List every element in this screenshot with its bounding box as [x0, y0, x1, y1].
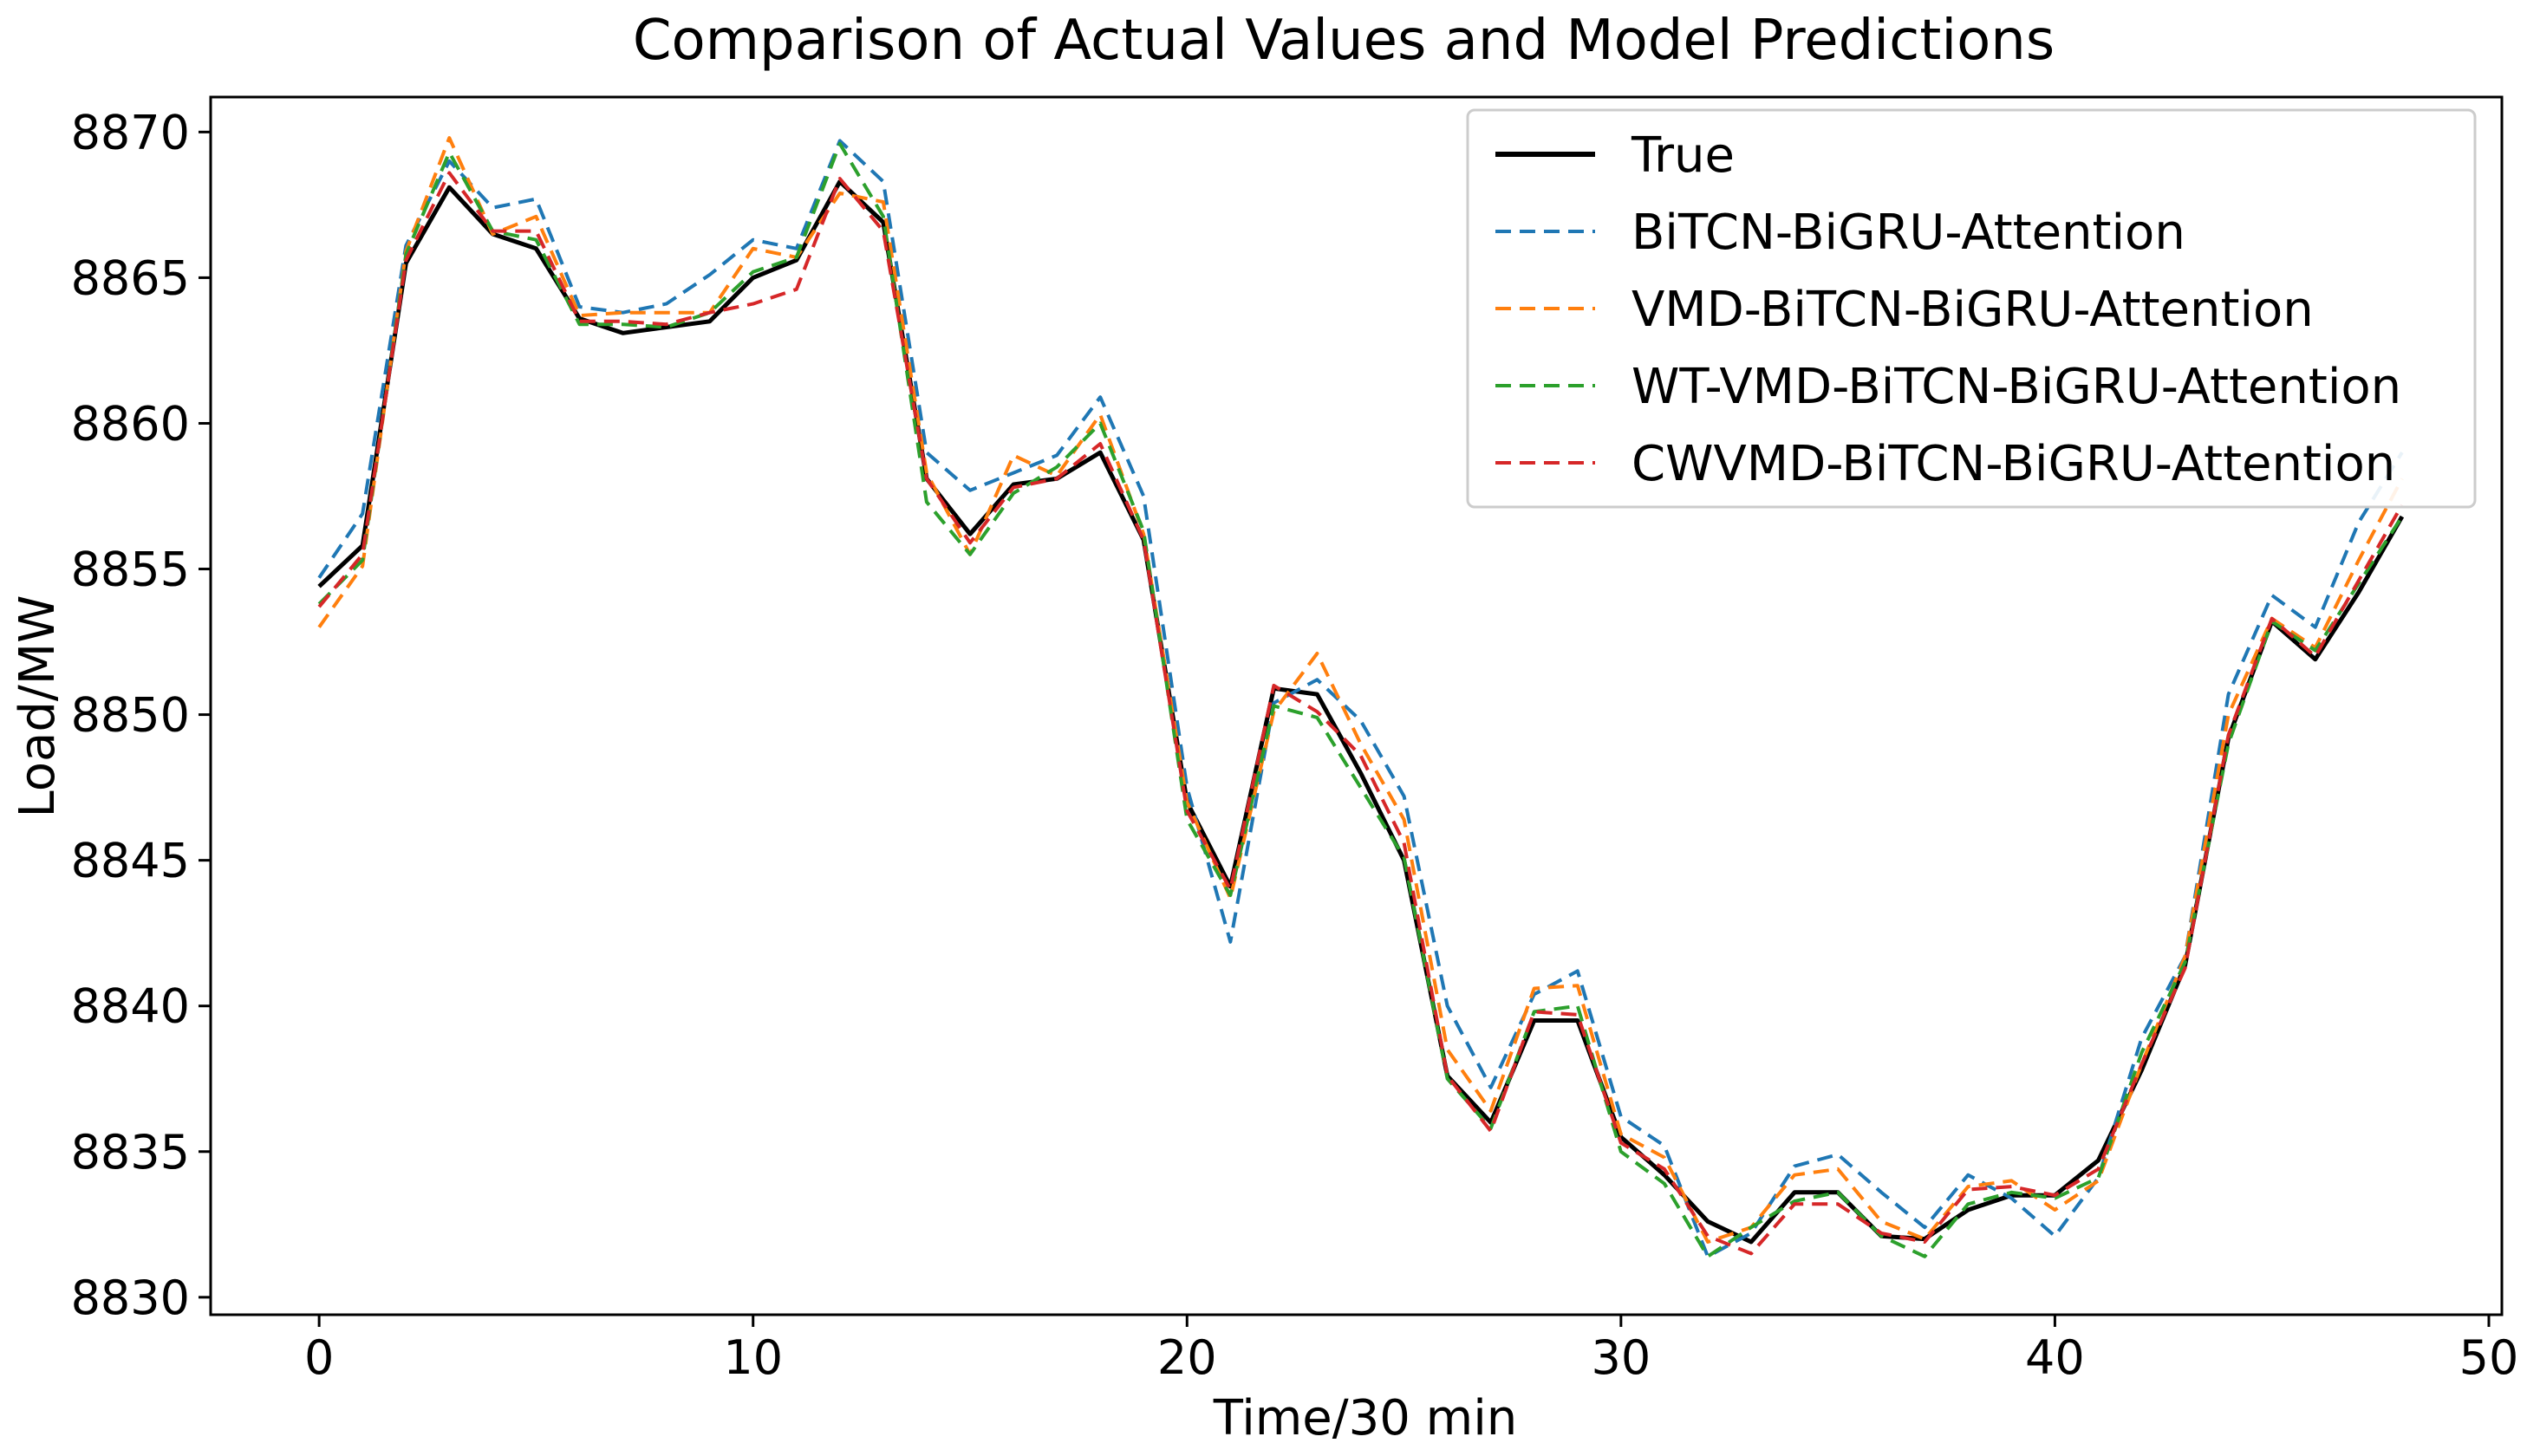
- series-line-cwvmd-bitcn-bigru-attention: [317, 171, 2404, 1256]
- y-tick-label: 8840: [71, 979, 190, 1034]
- y-tick-label: 8830: [71, 1271, 190, 1325]
- x-axis: 0 10 20 30 40 50: [304, 1315, 2518, 1385]
- series-line-bitcn-bigru-attention: [317, 139, 2404, 1258]
- x-tick-label: 30: [1591, 1330, 1651, 1385]
- series-group: [317, 136, 2405, 1258]
- x-axis-label: Time/30 min: [1213, 1390, 1518, 1446]
- series-line-wt-vmd-bitcn-bigru-attention: [317, 141, 2404, 1258]
- legend-label: CWVMD-BiTCN-BiGRU-Attention: [1631, 436, 2395, 492]
- legend: True BiTCN-BiGRU-Attention VMD-BiTCN-BiGRU…: [1466, 108, 2477, 509]
- y-tick-label: 8855: [71, 543, 190, 597]
- y-tick-label: 8845: [71, 834, 190, 888]
- series-line-vmd-bitcn-bigru-attention: [317, 136, 2404, 1244]
- y-axis-label: Load/MW: [10, 595, 66, 818]
- x-tick-label: 40: [2025, 1330, 2085, 1385]
- y-axis: 8830 8835 8840 8845 8850 8855 8860 8865 8870: [71, 105, 211, 1325]
- y-tick-label: 8865: [71, 250, 190, 305]
- x-tick-label: 0: [304, 1330, 334, 1385]
- y-tick-label: 8835: [71, 1125, 190, 1180]
- chart-title: Comparison of Actual Values and Model Pr…: [633, 9, 2055, 73]
- legend-label: VMD-BiTCN-BiGRU-Attention: [1631, 282, 2314, 338]
- legend-label: WT-VMD-BiTCN-BiGRU-Attention: [1631, 359, 2401, 415]
- y-tick-label: 8870: [71, 105, 190, 159]
- legend-box: [1466, 108, 2477, 509]
- x-tick-label: 20: [1157, 1330, 1217, 1385]
- plot-area: [209, 95, 2504, 1316]
- x-tick-label: 50: [2459, 1330, 2519, 1385]
- legend-label: BiTCN-BiGRU-Attention: [1631, 205, 2185, 261]
- x-tick-label: 10: [723, 1330, 783, 1385]
- y-tick-label: 8860: [71, 396, 190, 451]
- y-tick-label: 8850: [71, 688, 190, 743]
- legend-label: True: [1631, 127, 1735, 184]
